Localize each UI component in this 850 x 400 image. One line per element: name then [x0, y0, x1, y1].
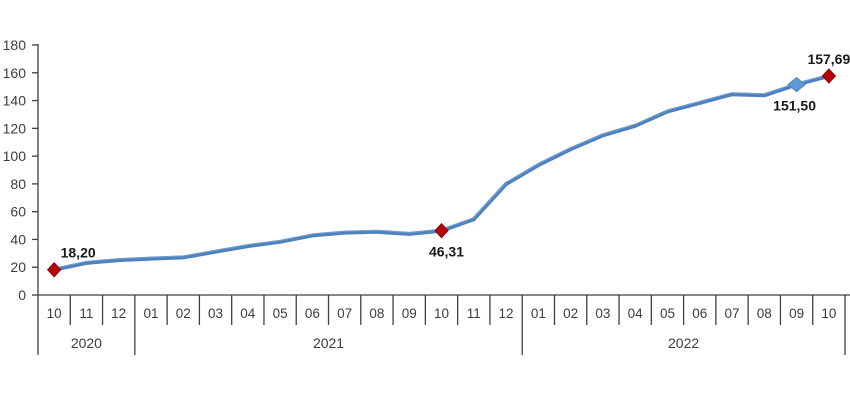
- x-axis-month-label: 08: [757, 306, 772, 321]
- x-axis-month-label: 06: [305, 306, 320, 321]
- x-axis-month-label: 11: [467, 306, 481, 321]
- x-axis-year-label: 2021: [313, 335, 344, 351]
- data-point-label: 151,50: [773, 98, 816, 114]
- x-axis-month-label: 12: [499, 306, 514, 321]
- y-axis-tick-label: 0: [18, 287, 26, 303]
- x-axis-month-label: 05: [660, 306, 675, 321]
- y-axis-tick-label: 80: [10, 176, 26, 192]
- x-axis-month-label: 12: [111, 306, 126, 321]
- data-point-label: 18,20: [61, 245, 96, 261]
- x-axis-month-label: 05: [273, 306, 288, 321]
- x-axis-month-label: 04: [240, 306, 256, 321]
- x-axis-month-label: 03: [595, 306, 610, 321]
- data-point-label: 157,69: [807, 51, 850, 67]
- x-axis-month-label: 11: [79, 306, 93, 321]
- x-axis-month-label: 02: [563, 306, 578, 321]
- x-axis-month-label: 07: [337, 306, 352, 321]
- y-axis-tick-label: 140: [3, 93, 27, 109]
- red-diamond-marker: [434, 222, 449, 239]
- x-axis-month-label: 10: [434, 306, 449, 321]
- red-diamond-marker: [821, 68, 837, 84]
- red-diamond-marker: [46, 261, 62, 278]
- x-axis-year-label: 2020: [71, 335, 102, 351]
- x-axis-month-label: 04: [628, 306, 644, 321]
- x-axis-month-label: 01: [531, 306, 546, 321]
- x-axis-month-label: 08: [369, 306, 384, 321]
- x-axis-month-label: 07: [725, 306, 740, 321]
- y-axis-tick-label: 100: [3, 148, 27, 164]
- x-axis-month-label: 09: [402, 306, 417, 321]
- y-axis-tick-label: 180: [3, 37, 27, 53]
- y-axis-tick-label: 20: [10, 259, 26, 275]
- data-point-label: 46,31: [429, 244, 464, 260]
- x-axis-month-label: 06: [692, 306, 707, 321]
- x-axis-month-label: 10: [821, 306, 836, 321]
- blue-diamond-marker: [787, 76, 806, 93]
- x-axis-month-label: 09: [789, 306, 804, 321]
- x-axis-month-label: 01: [143, 306, 158, 321]
- series-line: [52, 74, 831, 272]
- x-axis-month-label: 02: [176, 306, 191, 321]
- series-line-highlight: [53, 74, 830, 269]
- x-axis-month-label: 10: [47, 306, 62, 321]
- x-axis-year-label: 2022: [668, 335, 699, 351]
- x-axis-month-label: 03: [208, 306, 223, 321]
- y-axis-tick-label: 40: [10, 231, 26, 247]
- y-axis-tick-label: 120: [3, 120, 27, 136]
- y-axis-tick-label: 160: [3, 65, 27, 81]
- y-axis-tick-label: 60: [10, 204, 26, 220]
